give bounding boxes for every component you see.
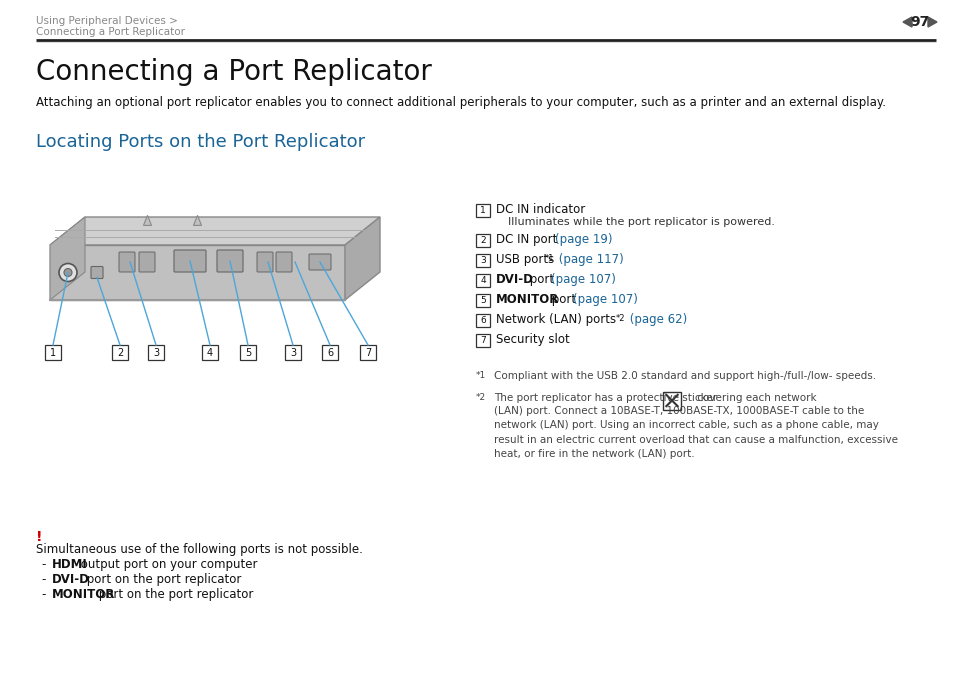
- Text: !: !: [36, 530, 43, 544]
- FancyBboxPatch shape: [322, 345, 337, 360]
- Text: Simultaneous use of the following ports is not possible.: Simultaneous use of the following ports …: [36, 543, 362, 556]
- FancyBboxPatch shape: [359, 345, 375, 360]
- Text: 5: 5: [245, 348, 251, 357]
- Text: 97: 97: [909, 15, 928, 29]
- Text: (LAN) port. Connect a 10BASE-T, 100BASE-TX, 1000BASE-T cable to the
network (LAN: (LAN) port. Connect a 10BASE-T, 100BASE-…: [494, 406, 897, 459]
- Text: -: -: [42, 573, 51, 586]
- Text: (page 62): (page 62): [625, 313, 686, 326]
- FancyBboxPatch shape: [45, 345, 61, 360]
- Text: output port on your computer: output port on your computer: [77, 558, 257, 571]
- Text: (page 107): (page 107): [573, 293, 638, 306]
- Text: Connecting a Port Replicator: Connecting a Port Replicator: [36, 58, 432, 86]
- Text: 6: 6: [327, 348, 333, 357]
- FancyBboxPatch shape: [139, 252, 154, 272]
- FancyBboxPatch shape: [173, 250, 206, 272]
- Text: USB ports: USB ports: [496, 253, 554, 266]
- Text: port on the port replicator: port on the port replicator: [83, 573, 241, 586]
- Text: 3: 3: [290, 348, 295, 357]
- Text: -: -: [42, 558, 51, 571]
- Text: Illuminates while the port replicator is powered.: Illuminates while the port replicator is…: [507, 217, 774, 227]
- FancyBboxPatch shape: [476, 294, 490, 307]
- FancyBboxPatch shape: [309, 254, 331, 270]
- FancyBboxPatch shape: [202, 345, 218, 360]
- FancyBboxPatch shape: [476, 314, 490, 327]
- Polygon shape: [143, 216, 152, 225]
- Text: 7: 7: [479, 336, 485, 345]
- Text: 6: 6: [479, 316, 485, 325]
- Text: DC IN indicator: DC IN indicator: [496, 203, 584, 216]
- Text: port: port: [525, 273, 558, 286]
- Text: 3: 3: [152, 348, 159, 357]
- FancyBboxPatch shape: [216, 250, 243, 272]
- Text: 4: 4: [207, 348, 213, 357]
- Polygon shape: [902, 17, 911, 27]
- Text: DC IN port: DC IN port: [496, 233, 560, 246]
- Text: *2: *2: [616, 314, 625, 323]
- FancyBboxPatch shape: [285, 345, 301, 360]
- Polygon shape: [50, 217, 379, 245]
- Text: Attaching an optional port replicator enables you to connect additional peripher: Attaching an optional port replicator en…: [36, 96, 885, 109]
- Text: 3: 3: [479, 256, 485, 265]
- Polygon shape: [50, 217, 85, 300]
- FancyBboxPatch shape: [91, 266, 103, 278]
- Text: Using Peripheral Devices >: Using Peripheral Devices >: [36, 16, 177, 26]
- Text: 1: 1: [479, 206, 485, 215]
- Text: covering each network: covering each network: [693, 393, 816, 403]
- FancyBboxPatch shape: [256, 252, 273, 272]
- Text: Security slot: Security slot: [496, 333, 569, 346]
- FancyBboxPatch shape: [275, 252, 292, 272]
- Text: The port replicator has a protective sticker: The port replicator has a protective sti…: [494, 393, 717, 403]
- Text: DVI-D: DVI-D: [496, 273, 534, 286]
- Text: 1: 1: [50, 348, 56, 357]
- Text: 4: 4: [479, 276, 485, 285]
- FancyBboxPatch shape: [119, 252, 135, 272]
- Text: *2: *2: [476, 393, 486, 402]
- Text: Connecting a Port Replicator: Connecting a Port Replicator: [36, 27, 185, 37]
- Text: *1: *1: [544, 254, 554, 263]
- Polygon shape: [50, 245, 345, 300]
- Text: MONITOR: MONITOR: [496, 293, 558, 306]
- Text: 5: 5: [479, 296, 485, 305]
- Text: DVI-D: DVI-D: [52, 573, 90, 586]
- Text: port: port: [547, 293, 579, 306]
- FancyBboxPatch shape: [476, 234, 490, 247]
- Text: MONITOR: MONITOR: [52, 588, 115, 601]
- FancyBboxPatch shape: [476, 274, 490, 287]
- Circle shape: [64, 268, 71, 276]
- Text: (page 19): (page 19): [555, 233, 612, 246]
- Polygon shape: [193, 216, 201, 225]
- FancyBboxPatch shape: [112, 345, 128, 360]
- FancyBboxPatch shape: [476, 204, 490, 217]
- Text: 7: 7: [364, 348, 371, 357]
- Text: port on the port replicator: port on the port replicator: [95, 588, 253, 601]
- Text: Locating Ports on the Port Replicator: Locating Ports on the Port Replicator: [36, 133, 365, 151]
- Polygon shape: [927, 17, 936, 27]
- Text: (page 107): (page 107): [551, 273, 616, 286]
- FancyBboxPatch shape: [476, 254, 490, 267]
- FancyBboxPatch shape: [148, 345, 164, 360]
- FancyBboxPatch shape: [240, 345, 255, 360]
- Text: HDMI: HDMI: [52, 558, 88, 571]
- Text: (page 117): (page 117): [555, 253, 623, 266]
- Circle shape: [59, 264, 77, 282]
- Text: -: -: [42, 588, 51, 601]
- FancyBboxPatch shape: [476, 334, 490, 347]
- Text: 2: 2: [117, 348, 123, 357]
- Text: *1: *1: [476, 371, 486, 380]
- Text: 2: 2: [479, 236, 485, 245]
- Text: Compliant with the USB 2.0 standard and support high-/full-/low- speeds.: Compliant with the USB 2.0 standard and …: [494, 371, 875, 381]
- Text: Network (LAN) ports: Network (LAN) ports: [496, 313, 616, 326]
- Polygon shape: [345, 217, 379, 300]
